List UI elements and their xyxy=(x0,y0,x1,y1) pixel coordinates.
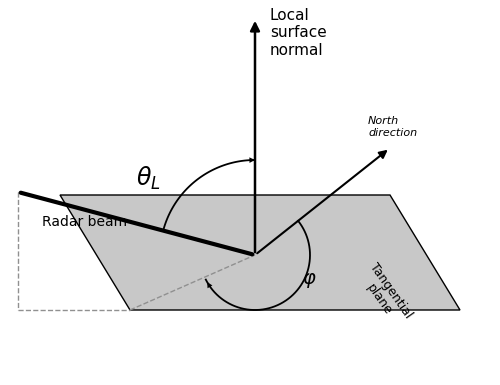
Text: Local
surface
normal: Local surface normal xyxy=(270,8,326,58)
Text: Tangential
plane: Tangential plane xyxy=(355,261,415,330)
Text: Radar beam: Radar beam xyxy=(42,215,127,229)
Text: $\theta_L$: $\theta_L$ xyxy=(136,164,160,192)
Text: $\varphi$: $\varphi$ xyxy=(302,271,316,290)
Text: North
direction: North direction xyxy=(368,116,417,138)
Polygon shape xyxy=(60,195,460,310)
